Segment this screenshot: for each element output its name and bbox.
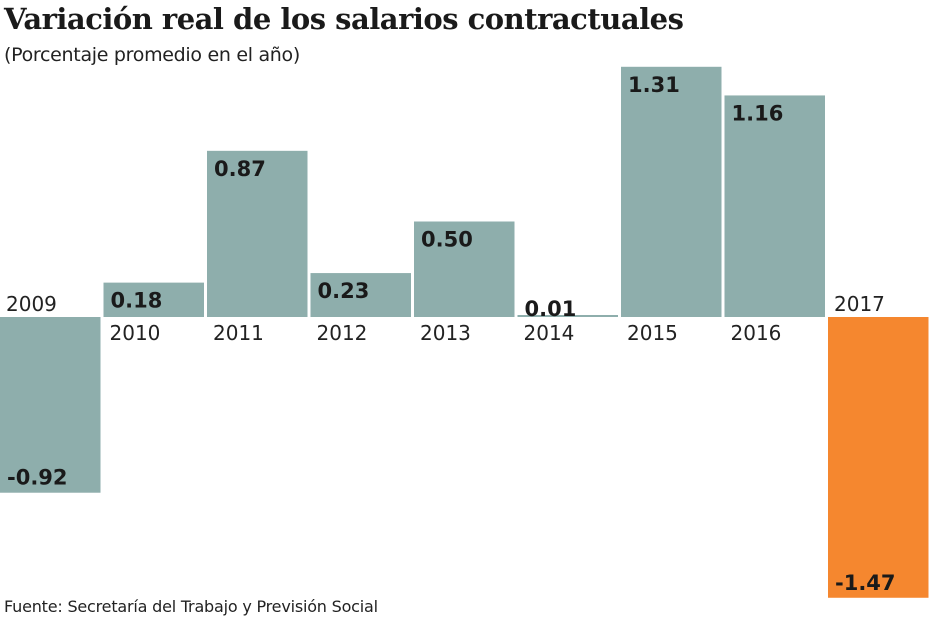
year-label-2017: 2017 — [834, 292, 885, 316]
value-label-2012: 0.23 — [318, 279, 370, 303]
chart-subtitle: (Porcentaje promedio en el año) — [4, 44, 300, 66]
value-label-2011: 0.87 — [214, 157, 266, 181]
bar-2015 — [621, 66, 722, 317]
bar-2014 — [517, 315, 618, 317]
year-label-2011: 2011 — [213, 321, 264, 345]
bar-2013 — [414, 221, 515, 317]
bar-2012 — [310, 273, 411, 317]
value-label-2017: -1.47 — [835, 571, 896, 595]
year-label-2014: 2014 — [524, 321, 575, 345]
value-label-2010: 0.18 — [111, 289, 163, 313]
year-label-2012: 2012 — [317, 321, 368, 345]
year-label-2016: 2016 — [731, 321, 782, 345]
value-label-2013: 0.50 — [421, 228, 473, 252]
bar-2016 — [724, 95, 825, 317]
chart-source: Fuente: Secretaría del Trabajo y Previsi… — [4, 597, 378, 616]
bar-2009 — [0, 317, 101, 493]
bar-2010 — [103, 282, 204, 317]
year-label-2009: 2009 — [6, 292, 57, 316]
year-label-2013: 2013 — [420, 321, 471, 345]
bar-2011 — [207, 150, 308, 317]
year-label-2015: 2015 — [627, 321, 678, 345]
value-label-2009: -0.92 — [7, 466, 68, 490]
value-label-2016: 1.16 — [732, 101, 784, 125]
value-label-2015: 1.31 — [628, 73, 680, 97]
year-label-2010: 2010 — [110, 321, 161, 345]
bar-2017 — [828, 317, 929, 598]
chart-title: Variación real de los salarios contractu… — [4, 2, 684, 36]
value-label-2014: 0.01 — [525, 297, 577, 321]
